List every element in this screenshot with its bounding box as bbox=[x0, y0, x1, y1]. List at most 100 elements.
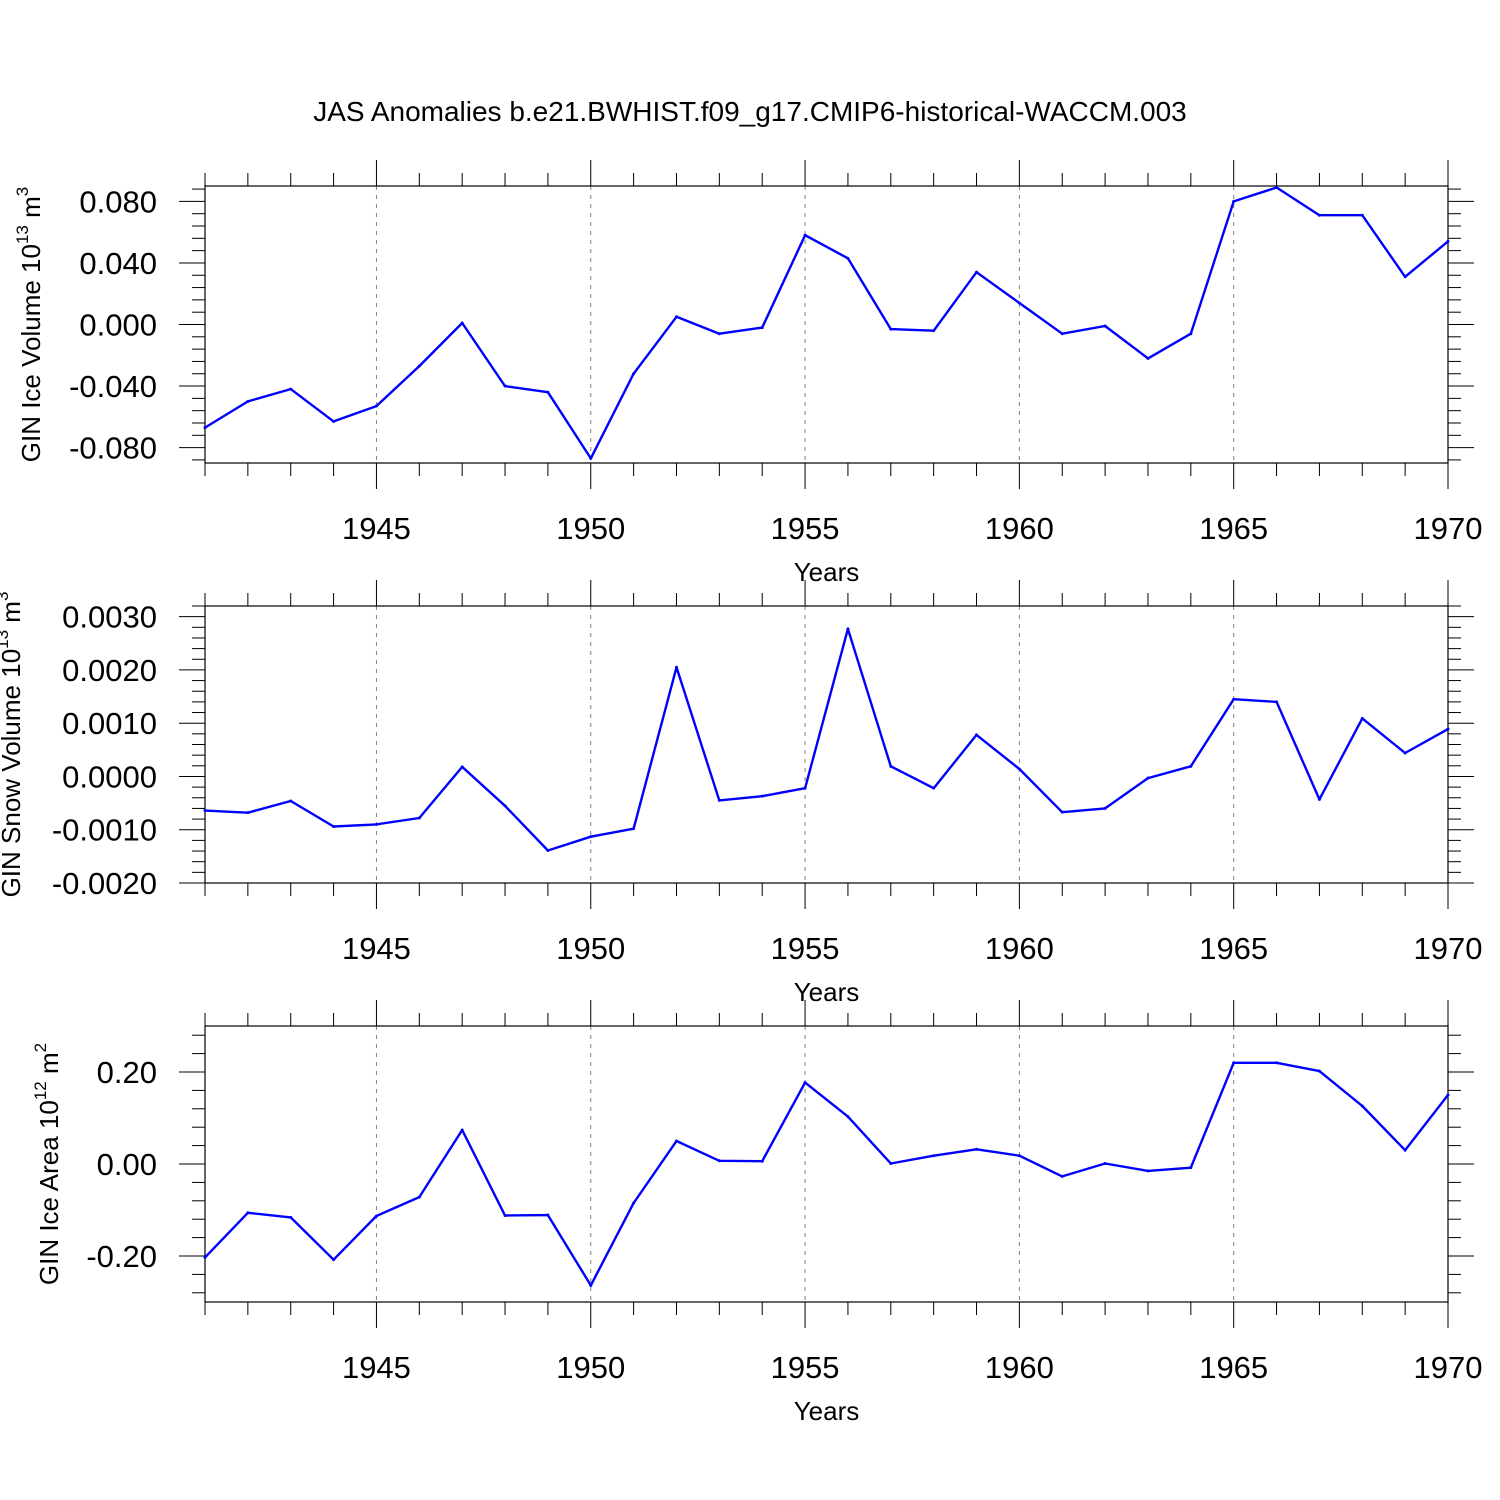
x-tick-label: 1950 bbox=[556, 931, 625, 966]
data-point bbox=[1446, 239, 1450, 243]
y-tick-label: 0.080 bbox=[79, 184, 157, 219]
panel-3: -0.20 0.00 0.20 1945 1950 1955 1960 1965 1970 Yea… bbox=[31, 1000, 1482, 1426]
data-point bbox=[932, 1154, 936, 1158]
data-point bbox=[760, 794, 764, 798]
data-point bbox=[460, 765, 464, 769]
x-tick-label: 1960 bbox=[985, 931, 1054, 966]
series-line bbox=[204, 627, 1449, 852]
y-tick-label: -0.20 bbox=[86, 1239, 157, 1274]
data-point bbox=[1317, 797, 1321, 801]
x-tick-label: 1945 bbox=[342, 511, 411, 546]
data-point bbox=[460, 321, 464, 325]
data-point bbox=[803, 1081, 807, 1085]
x-tick-label: 1965 bbox=[1199, 511, 1268, 546]
data-point bbox=[1275, 186, 1279, 190]
data-point bbox=[632, 372, 636, 376]
y-tick-label: 0.000 bbox=[79, 308, 157, 343]
data-point bbox=[1103, 324, 1107, 328]
data-point bbox=[1275, 1061, 1279, 1065]
data-point bbox=[632, 1201, 636, 1205]
panel-2: -0.0020 -0.0010 0.0000 0.0010 0.0020 0.0030 19… bbox=[0, 580, 1482, 1007]
data-point bbox=[975, 733, 979, 737]
y-tick-label: 0.20 bbox=[97, 1055, 157, 1090]
y-tick-label: -0.0010 bbox=[52, 813, 157, 848]
y-tick-label: 0.040 bbox=[79, 246, 157, 281]
data-point bbox=[589, 1283, 593, 1287]
data-point bbox=[332, 825, 336, 829]
data-point bbox=[332, 1258, 336, 1262]
panel-1: -0.080 -0.040 0.000 0.040 0.080 1945 1950 1955 1… bbox=[13, 160, 1482, 587]
data-point bbox=[1403, 275, 1407, 279]
data-point bbox=[1189, 764, 1193, 768]
y-tick-label: -0.080 bbox=[69, 431, 157, 466]
data-point bbox=[332, 419, 336, 423]
data-point bbox=[1189, 1166, 1193, 1170]
data-point bbox=[760, 326, 764, 330]
y-tick-label: 0.0020 bbox=[62, 653, 157, 688]
data-point bbox=[1232, 1061, 1236, 1065]
plot-frame bbox=[204, 185, 1449, 464]
data-point bbox=[246, 1211, 250, 1215]
data-point bbox=[503, 1214, 507, 1218]
y-tick-label: -0.040 bbox=[69, 369, 157, 404]
data-point bbox=[932, 786, 936, 790]
data-point bbox=[503, 384, 507, 388]
series-line bbox=[204, 1061, 1449, 1287]
x-tick-label: 1945 bbox=[342, 1350, 411, 1385]
data-point bbox=[546, 849, 550, 853]
y-axis-label-exponent: 13 bbox=[0, 630, 12, 649]
data-point bbox=[1146, 356, 1150, 360]
y-axis-label-exponent: 13 bbox=[13, 225, 32, 244]
data-point bbox=[203, 426, 207, 430]
data-point bbox=[203, 1255, 207, 1259]
data-point bbox=[1060, 1174, 1064, 1178]
y-axis-label-text: GIN Ice Volume 10 bbox=[16, 244, 46, 462]
data-point bbox=[674, 315, 678, 319]
data-point bbox=[889, 1162, 893, 1166]
data-point bbox=[932, 329, 936, 333]
data-point bbox=[289, 387, 293, 391]
y-tick-label: 0.0010 bbox=[62, 706, 157, 741]
plot-frame bbox=[204, 1025, 1449, 1303]
data-point bbox=[632, 827, 636, 831]
x-tick-label: 1945 bbox=[342, 931, 411, 966]
data-point bbox=[760, 1159, 764, 1163]
plot-frame bbox=[204, 605, 1449, 884]
y-axis-label-unit: m bbox=[16, 196, 46, 225]
data-point bbox=[1146, 1169, 1150, 1173]
data-point bbox=[374, 822, 378, 826]
y-axis-label-unit: m bbox=[34, 1052, 64, 1081]
x-tick-label: 1950 bbox=[556, 1350, 625, 1385]
y-axis-label-unit-exponent: 3 bbox=[13, 187, 32, 196]
y-axis-label-text: GIN Snow Volume 10 bbox=[0, 649, 26, 898]
data-point bbox=[460, 1128, 464, 1132]
data-point bbox=[289, 1215, 293, 1219]
x-tick-label: 1955 bbox=[771, 931, 840, 966]
data-point bbox=[1060, 810, 1064, 814]
x-tick-label: 1965 bbox=[1199, 931, 1268, 966]
x-tick-label: 1960 bbox=[985, 1350, 1054, 1385]
x-axis-label: Years bbox=[794, 1396, 860, 1426]
data-point bbox=[717, 1159, 721, 1163]
data-point bbox=[1403, 1148, 1407, 1152]
data-point bbox=[1232, 697, 1236, 701]
data-point bbox=[803, 233, 807, 237]
y-tick-label: 0.00 bbox=[97, 1147, 157, 1182]
data-point bbox=[1146, 776, 1150, 780]
x-tick-label: 1970 bbox=[1414, 931, 1483, 966]
y-axis-label: GIN Ice Area 1012 m2 bbox=[31, 1043, 64, 1285]
data-point bbox=[417, 816, 421, 820]
data-point bbox=[1317, 213, 1321, 217]
x-tick-label: 1955 bbox=[771, 1350, 840, 1385]
y-tick-label: -0.0020 bbox=[52, 866, 157, 901]
data-point bbox=[1403, 751, 1407, 755]
data-point bbox=[975, 1147, 979, 1151]
data-point bbox=[546, 390, 550, 394]
data-point bbox=[889, 327, 893, 331]
data-point bbox=[803, 786, 807, 790]
y-tick-label: 0.0000 bbox=[62, 759, 157, 794]
y-axis-label: GIN Ice Volume 1013 m3 bbox=[13, 187, 46, 463]
data-point bbox=[1360, 716, 1364, 720]
x-axis-label: Years bbox=[794, 557, 860, 587]
